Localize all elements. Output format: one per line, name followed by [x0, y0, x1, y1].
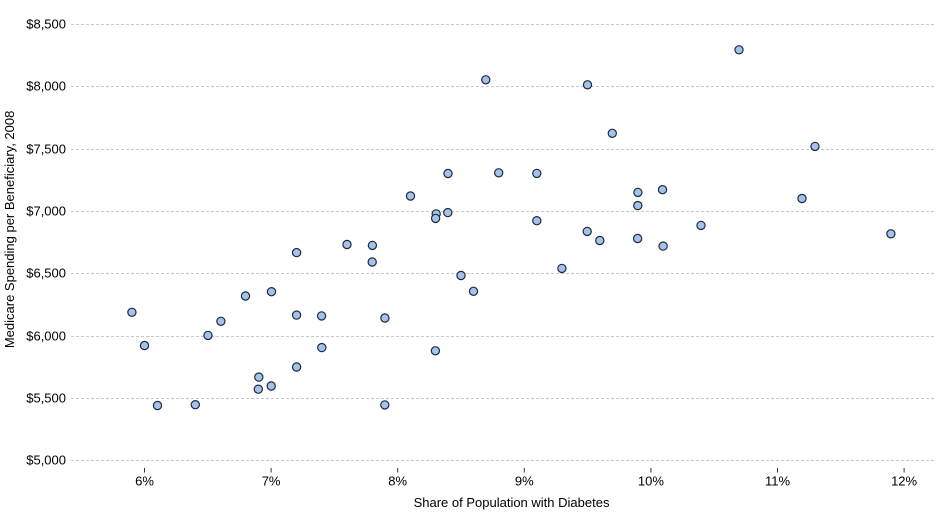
svg-text:Medicare Spending per Benefici: Medicare Spending per Beneficiary, 2008 — [2, 111, 17, 349]
svg-text:$7,500: $7,500 — [26, 142, 66, 157]
svg-text:$6,500: $6,500 — [26, 266, 66, 281]
svg-text:6%: 6% — [135, 474, 154, 489]
svg-text:$8,500: $8,500 — [26, 17, 66, 32]
svg-text:$5,500: $5,500 — [26, 391, 66, 406]
svg-text:11%: 11% — [765, 474, 790, 489]
svg-text:$6,000: $6,000 — [26, 329, 66, 344]
svg-text:Share of Population with Diabe: Share of Population with Diabetes — [414, 495, 610, 510]
svg-text:$5,000: $5,000 — [26, 453, 66, 468]
svg-text:9%: 9% — [515, 474, 534, 489]
svg-text:12%: 12% — [891, 474, 917, 489]
svg-text:$8,000: $8,000 — [26, 79, 66, 94]
svg-text:10%: 10% — [638, 474, 664, 489]
svg-text:7%: 7% — [262, 474, 281, 489]
svg-text:$7,000: $7,000 — [26, 204, 66, 219]
svg-text:8%: 8% — [388, 474, 407, 489]
